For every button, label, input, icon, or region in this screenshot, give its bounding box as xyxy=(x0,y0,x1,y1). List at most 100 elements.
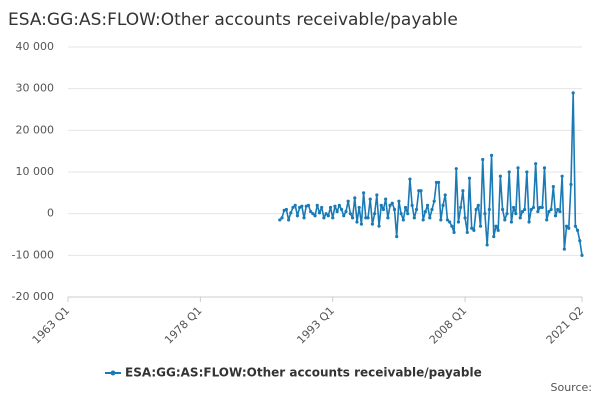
data-point xyxy=(434,180,439,185)
data-point xyxy=(337,203,341,207)
data-point xyxy=(540,205,544,210)
data-point xyxy=(414,207,419,212)
data-point xyxy=(505,212,509,216)
data-point xyxy=(425,203,430,207)
data-point xyxy=(373,212,377,216)
data-point xyxy=(379,203,383,207)
data-point xyxy=(423,209,427,214)
data-point xyxy=(430,207,434,212)
data-point xyxy=(384,197,388,201)
data-point xyxy=(412,216,416,220)
data-point xyxy=(536,209,540,214)
data-point xyxy=(302,216,306,220)
data-point xyxy=(512,205,516,210)
data-point xyxy=(386,216,390,220)
data-point xyxy=(545,218,549,222)
data-point xyxy=(547,209,551,214)
data-point xyxy=(403,205,408,210)
y-tick-label: 10 000 xyxy=(16,165,55,178)
y-tick-label: 30 000 xyxy=(16,82,55,95)
data-point xyxy=(392,207,397,212)
data-point xyxy=(395,234,399,239)
data-point xyxy=(417,189,421,193)
data-point xyxy=(399,212,403,216)
data-point xyxy=(454,167,458,171)
data-point xyxy=(467,176,472,180)
data-point xyxy=(487,207,491,212)
data-point xyxy=(494,224,498,228)
data-point xyxy=(478,224,483,228)
data-point xyxy=(549,207,553,212)
data-point xyxy=(410,203,414,207)
data-point xyxy=(575,228,580,232)
y-tick-label: 20 000 xyxy=(16,123,55,136)
data-point xyxy=(531,205,536,210)
data-point xyxy=(335,209,339,214)
data-point xyxy=(474,207,478,212)
data-point xyxy=(538,205,542,210)
data-point xyxy=(313,214,317,218)
data-point xyxy=(437,180,441,185)
data-point xyxy=(366,216,370,220)
data-point xyxy=(516,166,520,170)
data-point xyxy=(375,193,379,197)
data-point xyxy=(397,199,401,203)
data-point xyxy=(507,170,511,174)
data-point xyxy=(278,218,282,222)
data-point xyxy=(459,205,463,210)
data-point xyxy=(465,230,469,235)
data-point xyxy=(483,212,487,216)
data-point xyxy=(443,193,447,197)
data-point xyxy=(523,207,527,212)
data-point xyxy=(388,203,392,207)
data-point xyxy=(419,189,423,193)
data-point xyxy=(551,184,555,189)
data-point xyxy=(284,207,288,212)
data-point xyxy=(322,216,326,220)
data-point xyxy=(441,203,445,207)
data-point xyxy=(293,203,297,207)
data-point xyxy=(309,209,313,214)
data-point xyxy=(406,212,410,216)
data-point xyxy=(556,207,560,212)
data-point xyxy=(448,220,452,224)
data-point xyxy=(291,205,295,210)
source: Source: xyxy=(551,381,593,394)
x-tick-label: 1978 Q1 xyxy=(162,304,205,347)
x-tick-label: 2021 Q2 xyxy=(544,304,587,347)
data-point xyxy=(280,216,284,220)
data-point xyxy=(489,153,494,157)
data-point xyxy=(503,218,507,222)
data-point xyxy=(520,209,525,214)
x-tick-label: 1963 Q1 xyxy=(30,304,73,347)
data-point xyxy=(432,199,436,203)
data-point xyxy=(553,214,558,218)
data-point xyxy=(300,204,304,208)
data-point xyxy=(357,205,361,210)
data-point xyxy=(456,220,461,224)
data-point xyxy=(377,224,381,228)
data-point xyxy=(339,207,344,212)
data-point xyxy=(381,207,386,212)
data-point xyxy=(439,218,443,222)
x-tick-label: 2008 Q1 xyxy=(427,304,470,347)
data-point xyxy=(317,211,322,215)
data-point xyxy=(578,239,582,243)
data-point xyxy=(500,207,505,212)
data-point xyxy=(492,234,496,239)
data-point xyxy=(452,230,456,235)
y-tick-label: 0 xyxy=(47,207,54,220)
data-point xyxy=(320,205,324,210)
data-point xyxy=(527,220,531,224)
data-point xyxy=(450,224,454,228)
x-tick-label: 1993 Q1 xyxy=(294,304,337,347)
data-point xyxy=(571,91,575,95)
data-point xyxy=(359,222,363,226)
data-point xyxy=(445,218,450,222)
data-point xyxy=(496,228,500,232)
data-point xyxy=(333,204,337,208)
data-point xyxy=(573,224,577,228)
y-tick-label: -20 000 xyxy=(12,290,54,303)
